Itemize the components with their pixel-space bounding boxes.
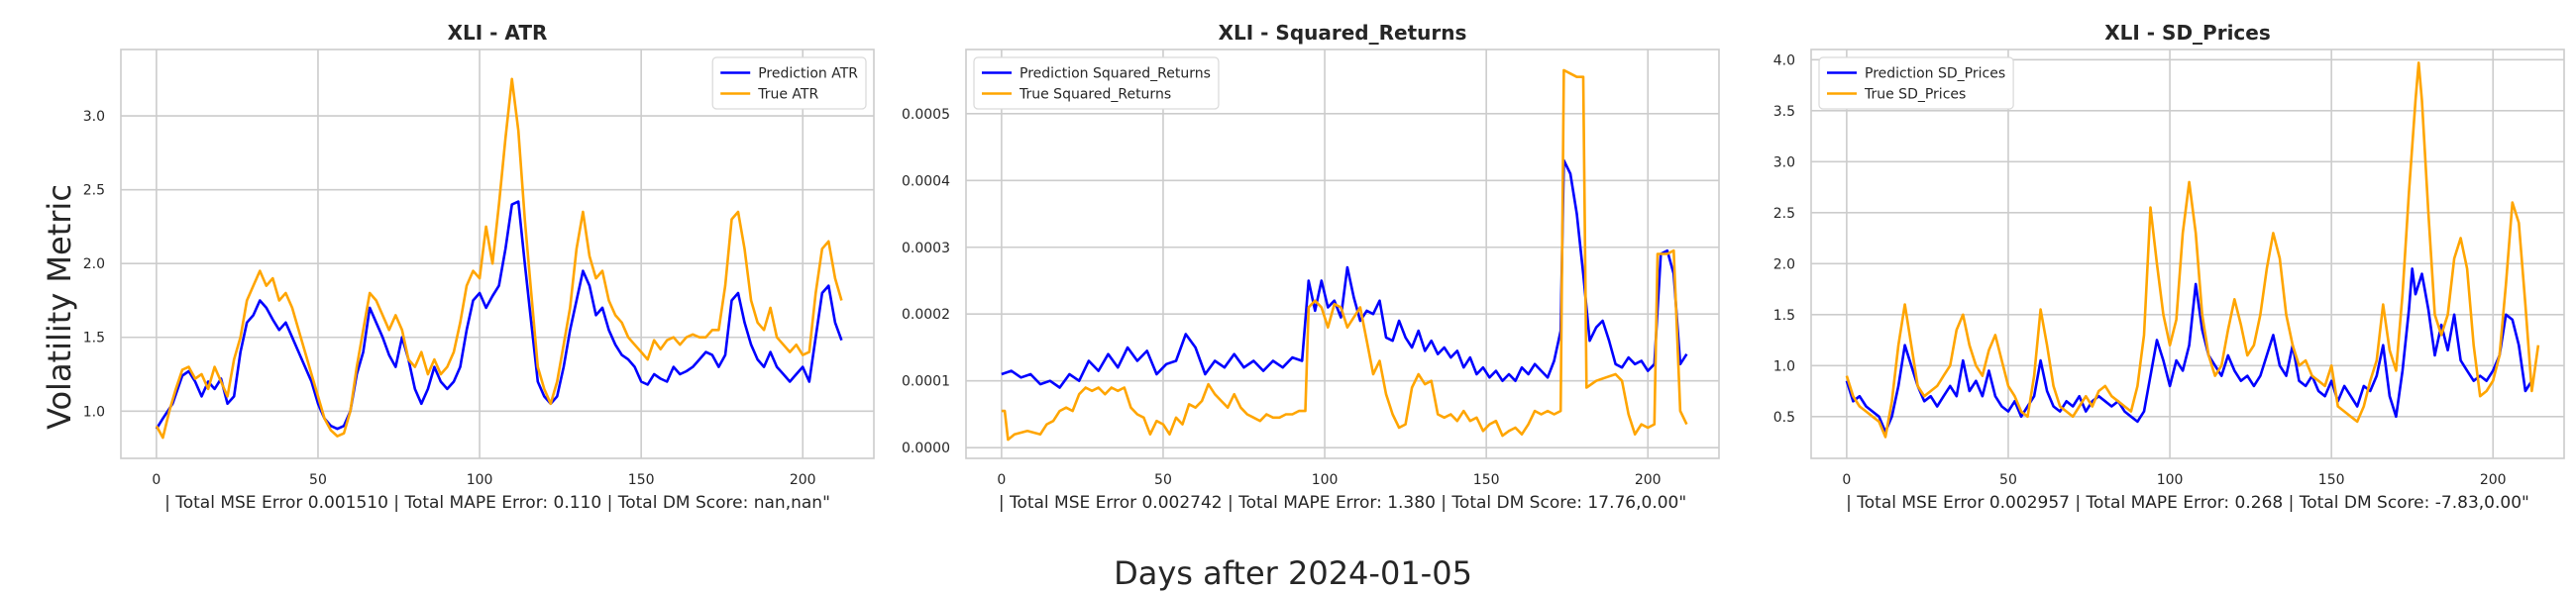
chart-3-xtick-200: 200 [2480, 472, 2507, 488]
chart-3-ytick-1: 1.0 [1773, 358, 1795, 374]
chart-3-ytick-3: 2.0 [1773, 256, 1795, 272]
chart-1-title: XLI - ATR [448, 21, 548, 45]
chart-1-xlabel: | Total MSE Error 0.001510 | Total MAPE … [164, 493, 830, 513]
chart-2-xtick-100: 100 [1312, 472, 1339, 488]
chart-2-title: XLI - Squared_Returns [1219, 21, 1467, 45]
chart-2-xtick-0: 0 [997, 472, 1006, 488]
figure-xlabel: Days after 2024-01-05 [1114, 554, 1472, 592]
chart-1-legend: Prediction ATR True ATR [711, 56, 867, 110]
chart-3-ytick-5: 3.0 [1773, 154, 1795, 170]
chart-2-ytick-1: 0.0001 [902, 374, 950, 390]
chart-1-xtick-150: 150 [628, 472, 655, 488]
chart-1-xtick-0: 0 [152, 472, 161, 488]
chart-2-legend-label-prediction-squared-returns: Prediction Squared_Returns [1020, 66, 1211, 82]
chart-2-ytick-5: 0.0005 [902, 107, 950, 123]
figure-ylabel: Volatility Metric [41, 184, 78, 430]
chart-3-legend-frame [1818, 56, 2014, 110]
panels: 0 50 100 150 200 1.0 1.5 2.0 2.5 3.0 XLI - ATR | To… [83, 21, 2565, 513]
chart-1-xtick-50: 50 [309, 472, 327, 488]
chart-3-legend-label-prediction-sd-prices: Prediction SD_Prices [1865, 66, 2005, 82]
chart-2-legend: Prediction Squared_Returns True Squared_R… [973, 56, 1220, 110]
chart-3-xtick-50: 50 [1999, 472, 2017, 488]
chart-2-legend-frame [973, 56, 1220, 110]
chart-3-ytick-7: 4.0 [1773, 52, 1795, 68]
chart-1-ytick-1: 1.5 [83, 331, 105, 346]
chart-2-xtick-200: 200 [1635, 472, 1662, 488]
chart-3: 0 50 100 150 200 0.5 1.0 1.5 2.0 2.5 3.0 3.5 4.0 XLI … [1773, 21, 2565, 513]
chart-2: 0 50 100 150 200 0.0000 0.0001 0.0002 0.0003 0.00… [902, 21, 1720, 513]
chart-3-legend-label-true-sd-prices: True SD_Prices [1864, 87, 1966, 103]
chart-1-ytick-4: 3.0 [83, 109, 105, 125]
chart-1-xtick-200: 200 [790, 472, 816, 488]
chart-1-legend-frame [711, 56, 867, 110]
chart-3-xlabel: | Total MSE Error 0.002957 | Total MAPE … [1846, 493, 2529, 513]
chart-1-xtick-100: 100 [467, 472, 493, 488]
chart-1-legend-label-prediction-atr: Prediction ATR [758, 66, 858, 82]
chart-3-series-prediction-sd-prices [1845, 267, 2533, 434]
chart-2-xtick-50: 50 [1154, 472, 1172, 488]
chart-1-frame [120, 49, 875, 459]
chart-3-ytick-6: 3.5 [1773, 104, 1795, 120]
chart-3-ytick-0: 0.5 [1773, 410, 1795, 426]
chart-2-ytick-2: 0.0002 [902, 307, 950, 323]
chart-2-ytick-3: 0.0003 [902, 241, 950, 256]
chart-3-legend: Prediction SD_Prices True SD_Prices [1818, 56, 2014, 110]
chart-2-ytick-4: 0.0004 [902, 173, 950, 189]
chart-3-xtick-150: 150 [2318, 472, 2345, 488]
chart-3-title: XLI - SD_Prices [2104, 21, 2271, 45]
chart-3-ytick-4: 2.5 [1773, 206, 1795, 222]
chart-2-xtick-150: 150 [1473, 472, 1500, 488]
chart-1-ytick-0: 1.0 [83, 404, 105, 420]
chart-3-ytick-2: 1.5 [1773, 308, 1795, 324]
chart-2-series-prediction-squared-returns [1001, 158, 1688, 389]
chart-2-series-true-squared-returns [1001, 68, 1688, 442]
chart-1-legend-label-true-atr: True ATR [757, 87, 818, 103]
chart-2-xlabel: | Total MSE Error 0.002742 | Total MAPE … [999, 493, 1686, 513]
chart-2-ytick-0: 0.0000 [902, 441, 950, 456]
chart-3-xtick-100: 100 [2157, 472, 2184, 488]
chart-3-xtick-0: 0 [1842, 472, 1851, 488]
chart-2-frame [965, 49, 1720, 459]
chart-1-series-true-atr [155, 77, 843, 440]
chart-1: 0 50 100 150 200 1.0 1.5 2.0 2.5 3.0 XLI - ATR | To… [83, 21, 875, 513]
chart-3-frame [1810, 49, 2565, 459]
chart-1-ytick-2: 2.0 [83, 256, 105, 272]
chart-2-legend-label-true-squared-returns: True Squared_Returns [1019, 87, 1171, 103]
chart-3-series-true-sd-prices [1845, 61, 2540, 439]
chart-1-ytick-3: 2.5 [83, 183, 105, 199]
chart-1-series-prediction-atr [155, 200, 843, 431]
